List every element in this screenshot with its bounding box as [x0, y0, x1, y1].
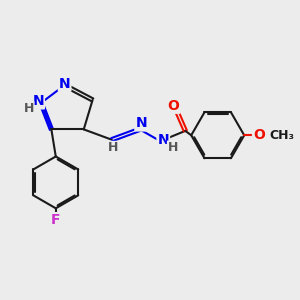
- Text: H: H: [167, 141, 178, 154]
- Text: O: O: [168, 99, 179, 113]
- Text: N: N: [158, 133, 169, 147]
- Text: H: H: [108, 141, 119, 154]
- Text: O: O: [253, 128, 265, 142]
- Text: CH₃: CH₃: [269, 129, 294, 142]
- Text: H: H: [23, 102, 34, 115]
- Text: N: N: [59, 77, 70, 91]
- Text: N: N: [135, 116, 147, 130]
- Text: N: N: [32, 94, 44, 108]
- Text: F: F: [51, 213, 61, 227]
